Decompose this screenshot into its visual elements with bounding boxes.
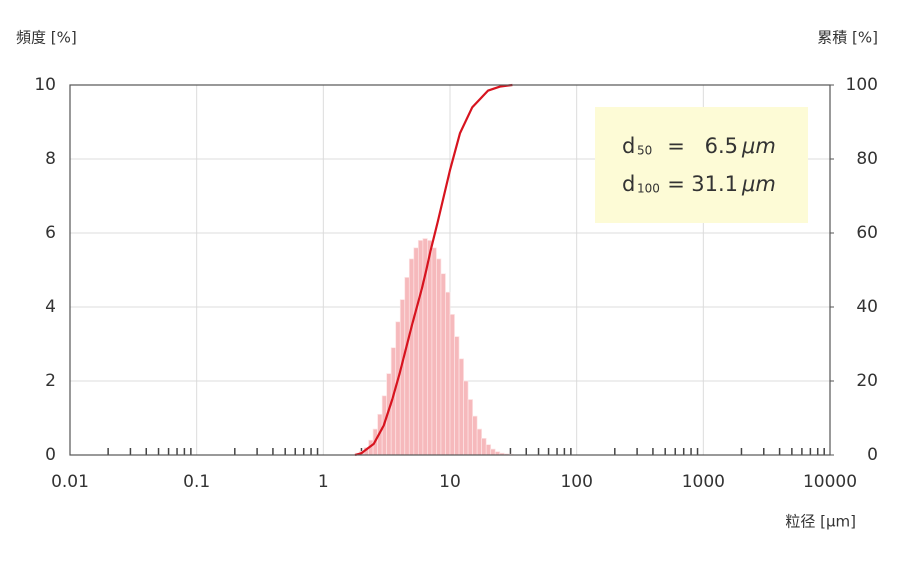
bar: [481, 438, 487, 456]
bar: [454, 336, 460, 456]
y2-tick-label: 40: [856, 297, 878, 317]
y-axis-label: 頻度 [%]: [16, 29, 77, 47]
y-tick-label: 0: [45, 445, 56, 465]
bar: [445, 291, 451, 456]
annotation-equals: =: [667, 134, 685, 158]
bar: [436, 258, 442, 456]
x-tick-label: 0.01: [51, 472, 89, 492]
x-tick-label: 10000: [803, 472, 857, 492]
x-tick-label: 10: [439, 472, 461, 492]
bar: [467, 399, 473, 456]
y-tick-label: 4: [45, 297, 56, 317]
annotation-symbol: d: [622, 172, 635, 196]
y-tick-label: 8: [45, 149, 56, 169]
y2-tick-label: 100: [846, 75, 878, 95]
bar: [458, 358, 464, 456]
bar: [404, 277, 410, 456]
bar: [440, 273, 446, 456]
x-tick-label: 100: [560, 472, 592, 492]
annotation-equals: =: [667, 172, 685, 196]
annotation-unit: μm: [741, 172, 776, 196]
annotation-subscript: 50: [637, 144, 652, 158]
bar: [408, 258, 415, 456]
x-tick-label: 1000: [682, 472, 725, 492]
y-tick-label: 2: [45, 371, 56, 391]
annotation-value: 6.5: [705, 134, 738, 158]
cumulative-line: [354, 83, 513, 457]
bar: [413, 247, 419, 456]
y-tick-label: 10: [34, 75, 56, 95]
bar: [490, 448, 496, 456]
annotation-subscript: 100: [637, 182, 660, 196]
plot-frame: [69, 84, 831, 456]
bar: [431, 247, 437, 456]
bar: [427, 240, 433, 456]
bar: [463, 380, 469, 456]
y2-axis-label: 累積 [%]: [817, 29, 878, 47]
bar: [417, 240, 424, 456]
bar: [485, 444, 492, 456]
y-tick-label: 6: [45, 223, 56, 243]
annotation-box: [595, 107, 808, 223]
annotation-value: 31.1: [691, 172, 738, 196]
bar: [476, 428, 483, 456]
bar: [449, 314, 455, 456]
x-axis-label: 粒径 [μm]: [785, 513, 856, 531]
x-tick-label: 1: [318, 472, 329, 492]
annotation-unit: μm: [741, 134, 776, 158]
annotation-symbol: d: [622, 134, 635, 158]
y2-tick-label: 60: [856, 223, 878, 243]
y2-tick-label: 0: [867, 445, 878, 465]
y2-tick-label: 20: [856, 371, 878, 391]
y2-tick-label: 80: [856, 149, 878, 169]
x-tick-label: 0.1: [183, 472, 210, 492]
bar: [472, 415, 478, 456]
bar: [399, 299, 406, 456]
